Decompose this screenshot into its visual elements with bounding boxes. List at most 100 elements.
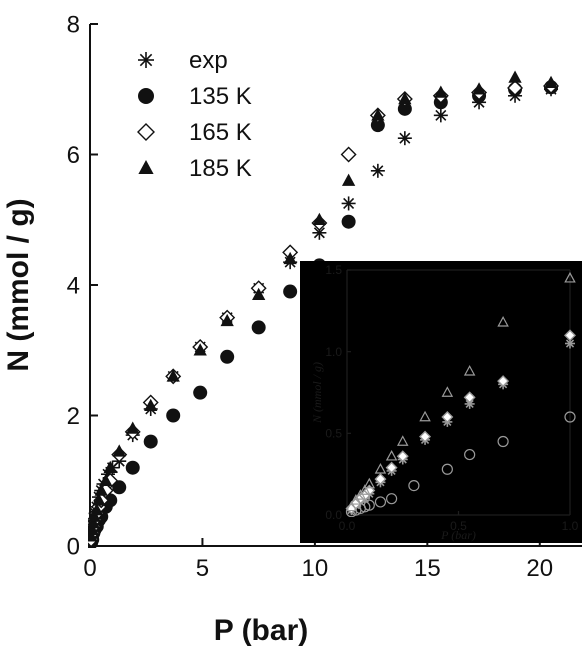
- legend-marker-135-k: [138, 88, 154, 104]
- inset-point-exp-stroke: [465, 399, 474, 409]
- inset-point-165-k: [385, 461, 398, 474]
- main-point-185-k: [92, 493, 106, 506]
- main-point-185-k: [103, 460, 117, 473]
- inset-point-165-k: [396, 450, 409, 463]
- main-point-exp-stroke: [343, 197, 355, 209]
- main-point-exp-stroke: [372, 165, 384, 177]
- legend-label-165-k: 165 K: [189, 119, 252, 146]
- main-point-exp-stroke: [435, 109, 447, 121]
- main-point-185-k: [166, 369, 180, 382]
- legend-item-185-k: 185 K: [138, 155, 252, 182]
- main-point-185-k: [220, 313, 234, 327]
- inset-point-135-k: [386, 493, 398, 505]
- inset-y-axis-title: N (mmol / g): [310, 362, 324, 424]
- inset-y-tick-label: 0.0: [325, 508, 342, 522]
- main-point-185-k: [99, 473, 113, 486]
- legend-item-exp: exp: [138, 47, 228, 74]
- main-point-135-k: [251, 320, 266, 335]
- inset-background: [300, 261, 582, 543]
- main-point-185-k: [508, 70, 522, 83]
- main-y-tick-label: 6: [67, 142, 80, 169]
- inset-point-135-k: [374, 496, 387, 508]
- main-point-exp-stroke: [399, 132, 411, 144]
- inset-point-185-k: [345, 500, 358, 512]
- main-point-185-k: [144, 398, 158, 411]
- main-y-tick-label: 8: [67, 11, 80, 38]
- inset-point-135-k: [564, 411, 576, 423]
- main-y-tick-label: 4: [67, 272, 80, 299]
- main-point-185-k: [90, 503, 104, 516]
- main-point-135-k: [283, 284, 298, 299]
- main-point-135-k: [143, 434, 158, 449]
- main-point-exp: [397, 131, 412, 146]
- legend-label-135-k: 135 K: [189, 83, 252, 110]
- main-x-tick-label: 5: [196, 555, 209, 582]
- main-point-exp: [433, 108, 448, 123]
- main-point-135-k: [220, 349, 235, 364]
- inset-point-135-k: [497, 435, 509, 448]
- inset-point-165-k: [374, 473, 387, 486]
- main-point-185-k: [398, 92, 412, 105]
- main-point-185-k: [94, 483, 108, 496]
- inset-y-tick-label: 1.0: [325, 345, 342, 359]
- main-point-135-k: [341, 214, 356, 229]
- legend-label-185-k: 185 K: [189, 155, 252, 182]
- inset-x-tick-label: 0.0: [339, 519, 356, 533]
- main-point-185-k: [341, 173, 356, 186]
- main-point-185-k: [283, 251, 297, 265]
- legend-label-exp: exp: [189, 47, 228, 74]
- legend-marker-exp-stroke: [139, 53, 153, 67]
- main-point-185-k: [252, 287, 266, 301]
- inset-point-165-k: [564, 329, 576, 342]
- inset-point-165-k: [497, 375, 510, 388]
- inset-point-165-k: [441, 411, 454, 423]
- legend-item-165-k: 165 K: [137, 119, 252, 146]
- inset-plot: 0.0 0.5 1.0 0.0 0.5 1.0 1.5 P (bar) N (mmol / g): [300, 261, 582, 543]
- inset-y-tick-label: 0.5: [325, 427, 342, 441]
- inset-point-135-k: [441, 463, 453, 475]
- inset-point-185-k: [385, 449, 398, 461]
- main-point-185-k: [193, 343, 207, 356]
- main-x-tick-label: 15: [414, 555, 441, 582]
- inset-y-tick-label: 1.5: [325, 263, 342, 277]
- main-x-axis-title: P (bar): [214, 614, 308, 647]
- main-point-135-k: [112, 480, 127, 495]
- main-point-exp-stroke: [313, 227, 325, 239]
- legend: exp 135 K 165 K 185 K: [137, 47, 252, 182]
- main-point-185-k: [88, 509, 102, 522]
- inset-data: [345, 271, 576, 517]
- main-point-185-k: [371, 108, 385, 121]
- inset-point-185-k: [363, 477, 376, 489]
- inset-point-185-k: [419, 410, 431, 422]
- main-x-tick-label: 20: [526, 555, 553, 582]
- main-point-135-k: [193, 385, 208, 400]
- main-point-135-k: [166, 408, 181, 423]
- main-y-axis-title: N (mmol / g): [2, 198, 35, 371]
- main-point-exp: [370, 163, 385, 178]
- legend-marker-exp: [138, 52, 154, 68]
- inset-x-tick-label: 1.0: [562, 519, 579, 533]
- main-point-185-k: [544, 75, 558, 88]
- inset-point-185-k: [463, 365, 476, 376]
- legend-marker-165-k: [137, 123, 155, 141]
- main-y-tick-label: 0: [67, 533, 80, 560]
- main-point-135-k: [125, 460, 140, 475]
- inset-point-165-k: [463, 391, 476, 404]
- inset-point-185-k: [564, 271, 576, 283]
- main-point-185-k: [112, 444, 126, 457]
- main-point-185-k: [88, 516, 101, 529]
- inset-point-185-k: [359, 484, 371, 495]
- main-x-tick-label: 0: [83, 555, 96, 582]
- main-series-185-k: [88, 70, 558, 542]
- main-point-exp: [341, 196, 356, 211]
- inset-point-135-k: [408, 480, 420, 492]
- inset-point-exp-stroke: [565, 339, 575, 348]
- main-point-185-k: [434, 85, 448, 98]
- main-y-tick-label: 2: [67, 403, 80, 430]
- inset-point-185-k: [374, 463, 387, 474]
- main-point-185-k: [312, 212, 327, 225]
- main-point-165-k: [340, 146, 357, 163]
- inset-series-185-k: [345, 271, 576, 512]
- inset-point-185-k: [441, 386, 454, 397]
